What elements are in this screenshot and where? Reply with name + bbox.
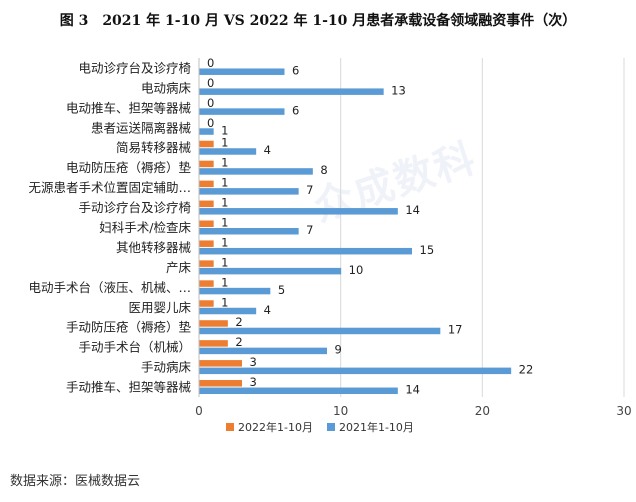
legend-item-2022: 2022年1-10月 (226, 419, 313, 435)
category-label: 电动推车、担架等器械 (66, 100, 192, 115)
bar-2021 (199, 327, 441, 335)
bar-2022 (199, 300, 214, 307)
bar-2021 (199, 208, 398, 215)
category-label: 妇科手术/检查床 (99, 220, 191, 235)
category-label: 产床 (166, 260, 192, 275)
bar-2021 (199, 307, 257, 315)
legend-swatch-2021 (326, 423, 335, 431)
category-label: 电动防压疮（褥疮）垫 (66, 160, 192, 175)
data-label-2021: 14 (405, 383, 420, 397)
x-tick-label: 10 (333, 404, 348, 418)
bar-2021 (199, 267, 342, 275)
data-label-2022: 1 (221, 295, 228, 309)
data-label-2022: 1 (221, 275, 228, 289)
data-label-2021: 17 (448, 323, 463, 337)
data-source-note: 数据来源：医械数据云 (10, 474, 141, 489)
category-label: 简易转移器械 (116, 140, 192, 155)
category-label: 手动病床 (141, 360, 192, 375)
category-label: 手动诊疗台及诊疗椅 (78, 200, 191, 215)
legend-label-2021: 2021年1-10月 (338, 421, 414, 434)
data-label-2021: 15 (420, 243, 435, 257)
x-tick-label: 20 (475, 404, 490, 418)
bar-2021 (199, 287, 271, 295)
category-label: 其他转移器械 (116, 240, 192, 255)
data-label-2021: 9 (335, 343, 342, 357)
bar-2022 (199, 140, 214, 148)
bar-2021 (199, 228, 299, 235)
data-label-2022: 0 (207, 96, 214, 110)
data-label-2022: 1 (221, 136, 228, 150)
category-label: 手动防压疮（褥疮）垫 (66, 320, 192, 335)
chart-title: 图 3 2021 年 1-10 月 VS 2022 年 1-10 月患者承载设备… (59, 13, 577, 29)
data-label-2021: 13 (391, 83, 406, 97)
bar-2021 (199, 108, 285, 115)
data-label-2022: 0 (207, 116, 214, 130)
data-label-2021: 14 (405, 203, 420, 217)
category-label: 电动手术台（液压、机械、… (28, 280, 191, 295)
data-label-2022: 1 (221, 255, 228, 269)
legend: 2022年1-10月 2021年1-10月 (226, 419, 414, 435)
category-label: 手动手术台（机械） (78, 340, 191, 355)
data-label-2022: 3 (250, 375, 257, 389)
bar-2021 (199, 188, 299, 195)
data-label-2021: 4 (264, 143, 271, 157)
data-label-2021: 4 (264, 303, 271, 317)
bar-2022 (199, 180, 214, 188)
category-label: 手动推车、担架等器械 (66, 380, 192, 395)
data-label-2022: 3 (250, 355, 257, 369)
x-tick-label: 0 (195, 404, 203, 418)
bar-2022 (199, 160, 214, 168)
data-label-2021: 6 (292, 103, 299, 117)
data-label-2022: 0 (207, 76, 214, 90)
data-label-2022: 1 (221, 156, 228, 170)
legend-item-2021: 2021年1-10月 (326, 419, 414, 435)
bar-2022 (199, 220, 214, 227)
data-label-2021: 7 (306, 223, 313, 237)
data-label-2022: 1 (221, 196, 228, 210)
data-label-2022: 1 (221, 216, 228, 230)
category-label: 电动病床 (141, 80, 192, 95)
data-label-2022: 2 (235, 335, 242, 349)
bar-2021 (199, 68, 285, 75)
data-label-2021: 1 (221, 123, 228, 137)
bar-2022 (199, 240, 214, 247)
data-label-2022: 0 (207, 56, 214, 70)
bar-2022 (199, 320, 228, 327)
x-tick-label: 30 (616, 404, 631, 418)
bar-2022 (199, 380, 242, 387)
bar-2022 (199, 200, 214, 208)
bar-2021 (199, 148, 257, 155)
bar-2022 (199, 280, 214, 287)
bar-2022 (199, 360, 242, 367)
legend-swatch-2022 (226, 423, 234, 431)
category-label: 无源患者手术位置固定辅助… (28, 180, 191, 195)
category-label: 医用婴儿床 (128, 300, 191, 315)
data-label-2022: 1 (221, 176, 228, 190)
bar-2022 (199, 260, 214, 267)
data-label-2021: 5 (278, 283, 285, 297)
data-label-2021: 6 (292, 63, 299, 77)
bar-2021 (199, 367, 512, 375)
category-label: 电动诊疗台及诊疗椅 (78, 60, 191, 75)
data-label-2021: 10 (349, 263, 364, 277)
bar-2021 (199, 128, 214, 135)
data-label-2022: 1 (221, 235, 228, 249)
bar-2021 (199, 168, 313, 175)
data-label-2021: 8 (320, 163, 327, 177)
category-label: 患者运送隔离器械 (91, 120, 192, 135)
bar-2021 (199, 387, 398, 395)
data-label-2021: 7 (306, 183, 313, 197)
bar-2021 (199, 247, 412, 255)
data-label-2021: 22 (519, 363, 534, 377)
bar-2021 (199, 88, 384, 95)
legend-label-2022: 2022年1-10月 (238, 421, 313, 434)
data-label-2022: 2 (235, 315, 242, 329)
bar-2022 (199, 340, 228, 347)
bar-2021 (199, 347, 327, 355)
